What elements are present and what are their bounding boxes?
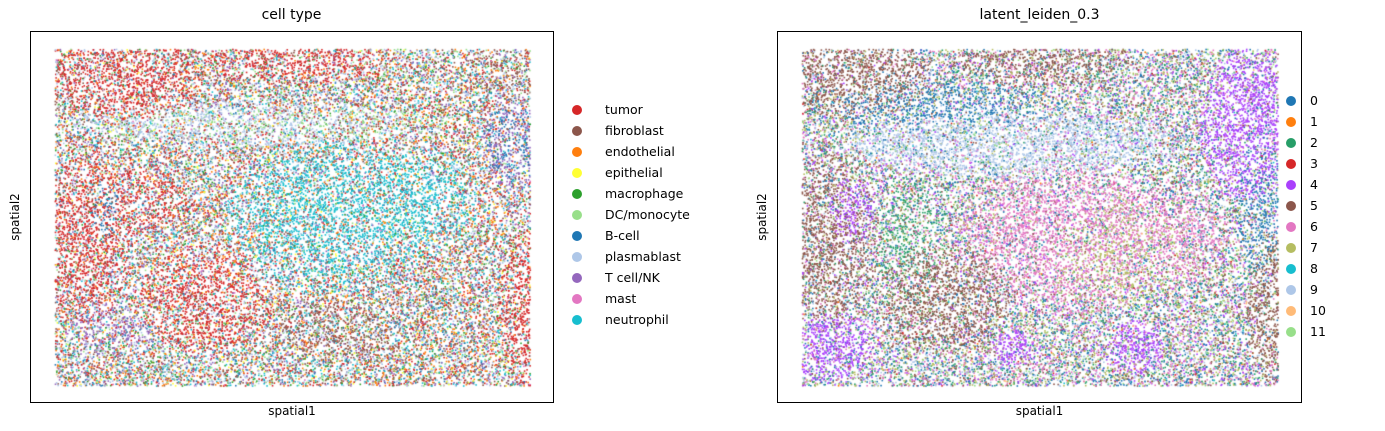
x-axis-label: spatial1 bbox=[1015, 404, 1064, 418]
legend-swatch bbox=[1286, 285, 1296, 295]
legend-label: 11 bbox=[1310, 324, 1326, 339]
legend-label: neutrophil bbox=[605, 312, 669, 327]
legend-label: 8 bbox=[1310, 261, 1318, 276]
scatter-points bbox=[31, 32, 553, 402]
legend-label: macrophage bbox=[605, 186, 684, 201]
legend-swatch bbox=[572, 315, 582, 325]
legend-swatch bbox=[572, 273, 582, 283]
legend-swatch bbox=[572, 147, 582, 157]
legend-swatch bbox=[572, 126, 582, 136]
scatter-plot-area bbox=[777, 31, 1302, 403]
legend-swatch bbox=[1286, 327, 1296, 337]
chart-title: latent_leiden_0.3 bbox=[979, 7, 1100, 23]
legend-label: 0 bbox=[1310, 93, 1318, 108]
legend-label: fibroblast bbox=[605, 123, 664, 138]
legend-label: 4 bbox=[1310, 177, 1318, 192]
legend-swatch bbox=[572, 168, 582, 178]
legend-label: mast bbox=[605, 291, 637, 306]
legend-label: T cell/NK bbox=[605, 270, 660, 285]
legend-label: endothelial bbox=[605, 144, 675, 159]
legend-swatch bbox=[1286, 180, 1296, 190]
chart-latent-leiden: latent_leiden_0.3 spatial1 spatial2 0 1 2 3… bbox=[745, 0, 1385, 431]
legend-label: tumor bbox=[605, 102, 643, 117]
legend-label: 10 bbox=[1310, 303, 1326, 318]
scatter-points bbox=[778, 32, 1301, 402]
legend-label: B-cell bbox=[605, 228, 640, 243]
legend-swatch bbox=[572, 210, 582, 220]
legend-label: plasmablast bbox=[605, 249, 681, 264]
legend-swatch bbox=[1286, 222, 1296, 232]
legend-swatch bbox=[572, 105, 582, 115]
legend-label: 6 bbox=[1310, 219, 1318, 234]
legend-swatch bbox=[572, 252, 582, 262]
chart-title: cell type bbox=[261, 7, 322, 23]
legend-label: 2 bbox=[1310, 135, 1318, 150]
legend-swatch bbox=[572, 294, 582, 304]
legend-swatch bbox=[1286, 306, 1296, 316]
y-axis-label: spatial2 bbox=[8, 193, 22, 241]
legend-label: 1 bbox=[1310, 114, 1318, 129]
legend-label: epithelial bbox=[605, 165, 663, 180]
legend-label: DC/monocyte bbox=[605, 207, 690, 222]
y-axis-label: spatial2 bbox=[755, 193, 769, 241]
legend-swatch bbox=[1286, 96, 1296, 106]
legend-label: 7 bbox=[1310, 240, 1318, 255]
legend-swatch bbox=[572, 189, 582, 199]
legend-swatch bbox=[572, 231, 582, 241]
legend-swatch bbox=[1286, 243, 1296, 253]
x-axis-label: spatial1 bbox=[268, 404, 316, 418]
legend-swatch bbox=[1286, 264, 1296, 274]
chart-cell-type: cell type spatial1 spatial2 tumor fibrobl… bbox=[8, 7, 690, 418]
legend-swatch bbox=[1286, 159, 1296, 169]
legend-swatch bbox=[1286, 138, 1296, 148]
legend-label: 9 bbox=[1310, 282, 1318, 297]
scatter-plot-area bbox=[30, 31, 554, 403]
legend-label: 5 bbox=[1310, 198, 1318, 213]
legend-swatch bbox=[1286, 201, 1296, 211]
legend-label: 3 bbox=[1310, 156, 1318, 171]
legend-swatch bbox=[1286, 117, 1296, 127]
